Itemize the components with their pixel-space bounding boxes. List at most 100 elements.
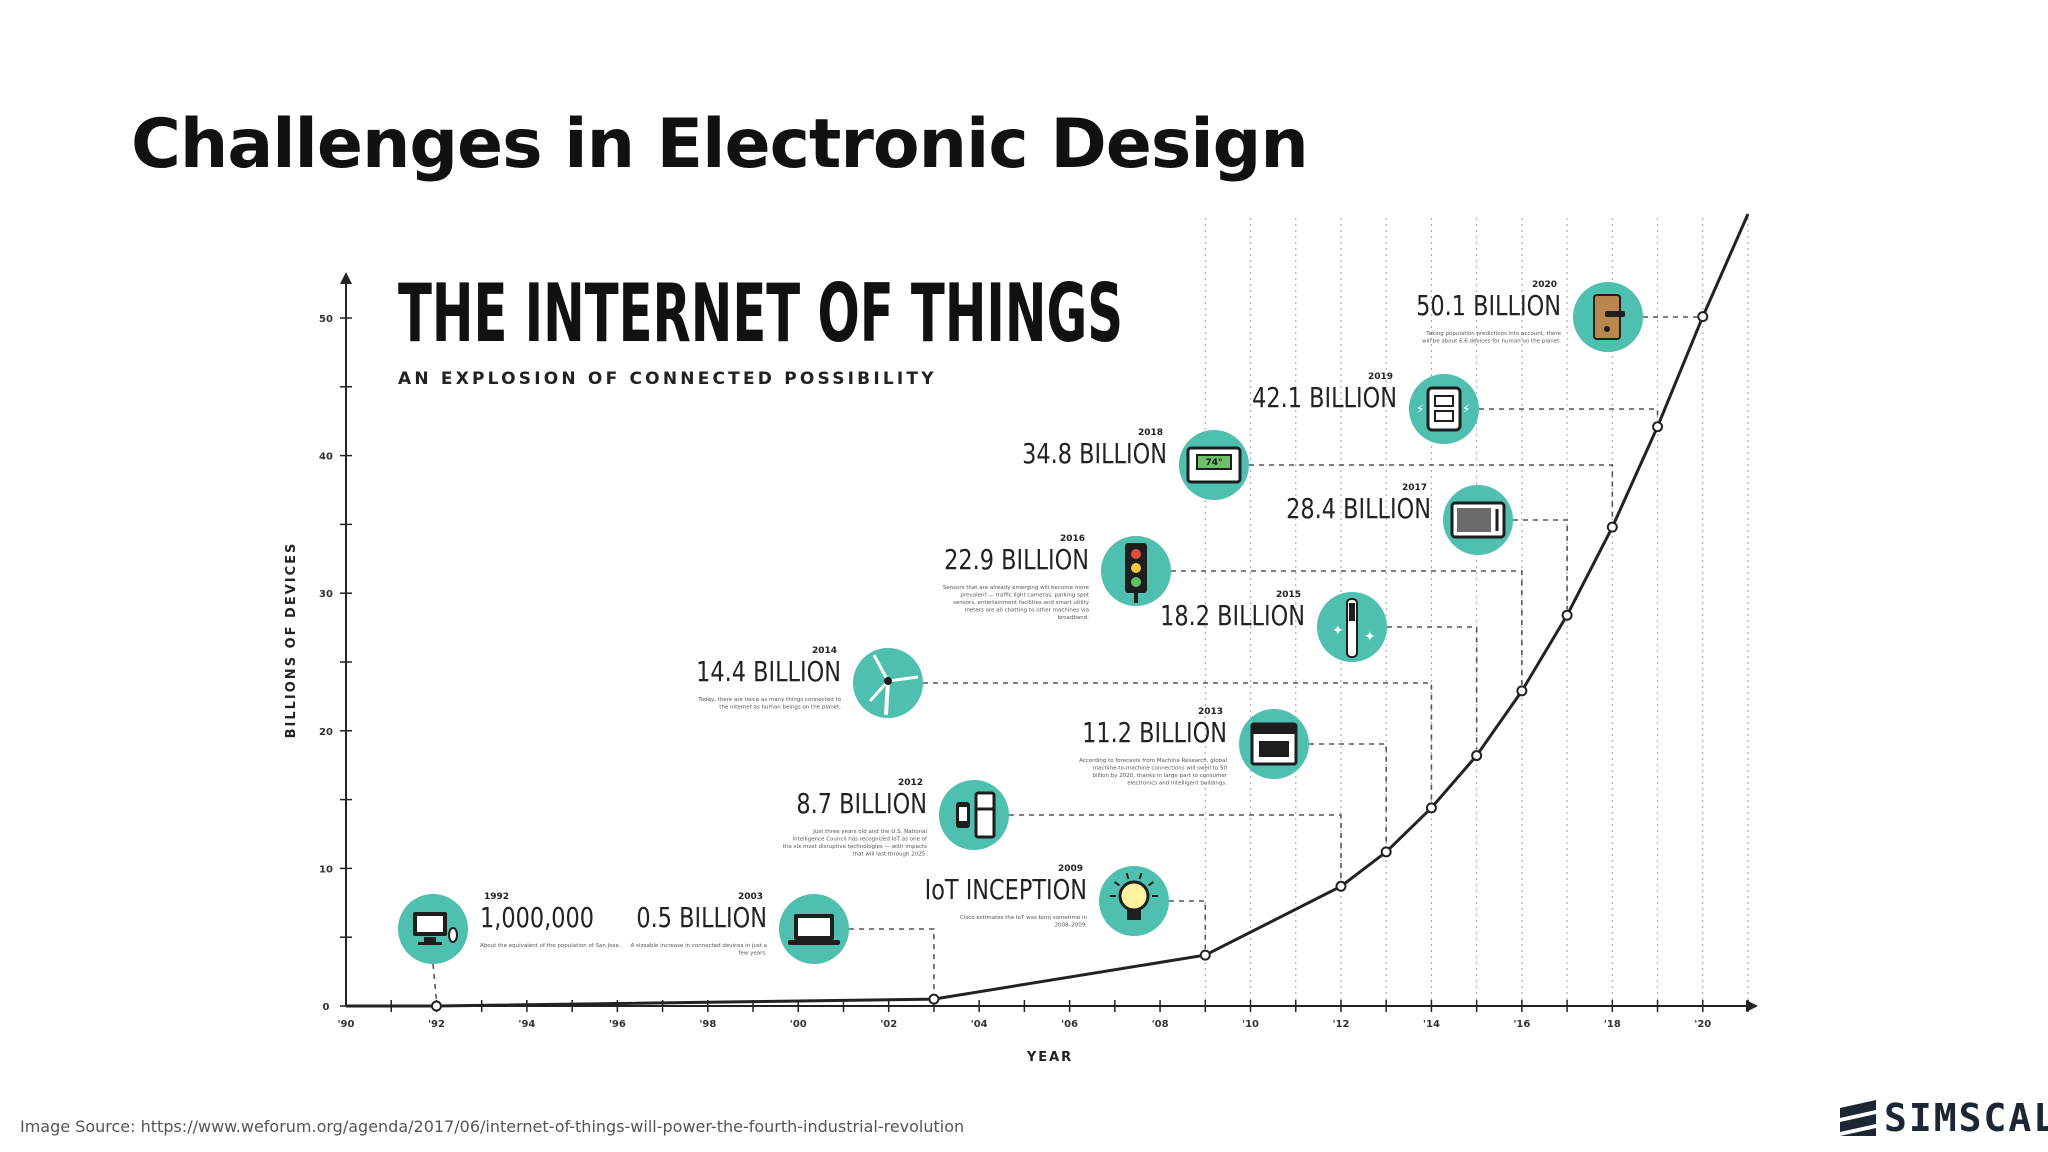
- callout-note: According to forecasts from Machina Rese…: [1079, 758, 1228, 787]
- x-tick-label: '90: [338, 1019, 355, 1030]
- x-tick-label: '12: [1332, 1019, 1349, 1030]
- x-tick-label: '04: [971, 1019, 988, 1030]
- y-tick-label: 30: [319, 589, 333, 600]
- ticks-layer: '90 '92 '94 '96 '98 '00 '02 '04 '06 '08 '10 '12 '14 '…: [319, 314, 1749, 1030]
- svg-text:⚡: ⚡: [1416, 402, 1424, 416]
- image-source: Image Source: https://www.weforum.org/ag…: [20, 1117, 965, 1136]
- connector-line: [1169, 900, 1207, 950]
- x-tick-label: '98: [699, 1019, 716, 1030]
- connector-line: [1249, 464, 1614, 522]
- x-tick-label: '96: [609, 1019, 626, 1030]
- callout-year: 2012: [898, 778, 923, 788]
- series-line: [346, 213, 1750, 1008]
- x-tick-label: '20: [1694, 1019, 1711, 1030]
- data-point: [1652, 421, 1664, 433]
- callout-year: 1992: [484, 892, 509, 902]
- data-point: [1425, 802, 1437, 814]
- connector-line: [1171, 570, 1523, 685]
- slide-title: Challenges in Electronic Design: [131, 105, 1309, 184]
- callout-value: 8.7 BILLION: [796, 786, 927, 819]
- callout-year: 2013: [1198, 707, 1223, 717]
- callout-year: 2019: [1368, 372, 1393, 382]
- smartwatch-fridge-icon: [939, 780, 1009, 850]
- svg-text:✦: ✦: [1332, 623, 1344, 639]
- callout-year: 2017: [1402, 483, 1427, 493]
- connector-line: [1387, 626, 1478, 750]
- callout-value: 22.9 BILLION: [944, 542, 1089, 575]
- points-layer: [430, 311, 1709, 1012]
- callout-year: 2015: [1276, 590, 1301, 600]
- data-point: [1516, 685, 1528, 697]
- svg-text:⚡: ⚡: [1462, 402, 1470, 416]
- data-point: [1561, 609, 1573, 621]
- callout-value: 14.4 BILLION: [696, 654, 841, 687]
- callout-value: 34.8 BILLION: [1022, 436, 1167, 469]
- y-tick-label: 20: [319, 727, 333, 738]
- connector-line: [849, 928, 935, 994]
- x-tick-label: '14: [1423, 1019, 1440, 1030]
- callout-note: A sizeable increase in connected devices…: [630, 943, 767, 957]
- data-point: [1471, 750, 1483, 762]
- callout-note: Taking population predictions into accou…: [1422, 331, 1562, 345]
- chart-subtitle: AN EXPLOSION OF CONNECTED POSSIBILITY: [398, 369, 937, 389]
- x-tick-label: '08: [1152, 1019, 1169, 1030]
- y-tick-label: 50: [319, 314, 333, 325]
- x-tick-label: '02: [880, 1019, 897, 1030]
- x-tick-label: '10: [1242, 1019, 1259, 1030]
- y-axis-label: BILLIONS OF DEVICES: [284, 542, 299, 739]
- callout-year: 2003: [738, 892, 763, 902]
- callout-value: 0.5 BILLION: [636, 900, 767, 933]
- x-tick-label: '92: [428, 1019, 445, 1030]
- callout-year: 2020: [1532, 280, 1557, 290]
- axis-layer: [340, 272, 1758, 1012]
- x-axis-label: YEAR: [1026, 1050, 1073, 1065]
- data-point: [1697, 311, 1709, 323]
- data-point: [1335, 880, 1347, 892]
- callout-value: 1,000,000: [480, 900, 594, 933]
- connector-line: [1643, 310, 1704, 318]
- svg-text:✦: ✦: [1364, 629, 1376, 645]
- callout-value: 11.2 BILLION: [1082, 715, 1227, 748]
- y-axis-arrow: [340, 272, 352, 284]
- data-point: [430, 1000, 442, 1012]
- y-tick-label: 10: [319, 864, 333, 875]
- callout-note: Cisco estimates the IoT was born sometim…: [960, 915, 1087, 929]
- svg-text:74°: 74°: [1205, 458, 1222, 468]
- x-tick-label: '18: [1604, 1019, 1621, 1030]
- connector-line: [1479, 408, 1659, 421]
- callout-year: 2009: [1058, 864, 1083, 874]
- x-tick-label: '94: [518, 1019, 535, 1030]
- connector-line: [1009, 814, 1342, 881]
- x-tick-label: '00: [790, 1019, 807, 1030]
- y-tick-label: 0: [323, 1002, 330, 1013]
- connector-line: [432, 963, 438, 1001]
- connector-line: [1513, 519, 1568, 610]
- data-point: [1199, 949, 1211, 961]
- callout-value: 42.1 BILLION: [1252, 380, 1397, 413]
- connector-line: [1309, 743, 1387, 846]
- simscale-logo-text: SIMSCALE: [1884, 1096, 2048, 1140]
- y-tick-label: 40: [319, 452, 333, 463]
- callout-year: 2014: [812, 646, 837, 656]
- simscale-logo-icon: [1840, 1100, 1876, 1136]
- callout-value: IoT INCEPTION: [925, 872, 1087, 905]
- x-tick-label: '16: [1513, 1019, 1530, 1030]
- callout-year: 2016: [1060, 534, 1085, 544]
- x-tick-label: '06: [1061, 1019, 1078, 1030]
- callout-value: 18.2 BILLION: [1160, 598, 1305, 631]
- data-point: [1606, 521, 1618, 533]
- callout-note: Sensors that are already emerging will b…: [943, 585, 1090, 621]
